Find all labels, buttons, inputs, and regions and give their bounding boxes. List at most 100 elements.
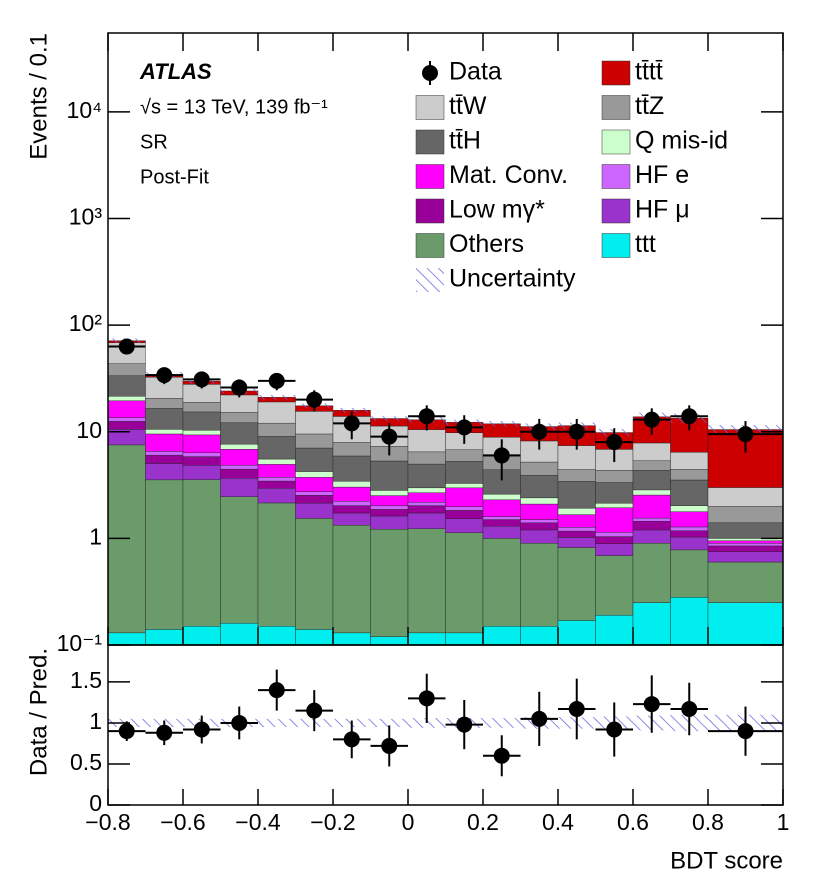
stack-segment	[482, 519, 521, 527]
stack-segment	[407, 528, 446, 634]
stack-segment	[707, 551, 784, 563]
stack-segment	[407, 632, 446, 646]
legend-label: tt̄W	[449, 92, 487, 120]
stack-segment	[295, 447, 334, 472]
data-point	[568, 423, 585, 440]
stack-segment	[482, 526, 521, 539]
stack-segment	[332, 505, 371, 514]
stack-segment	[707, 561, 784, 603]
ratio-point	[456, 716, 473, 733]
data-point	[737, 426, 754, 443]
ratio-y-tick-label: 1.5	[70, 667, 102, 693]
stack-segment	[557, 507, 596, 515]
data-point	[343, 415, 360, 432]
stack-segment	[632, 543, 671, 603]
data-point	[643, 411, 660, 428]
atlas-label: ATLAS	[139, 59, 212, 84]
stack-segment	[520, 475, 559, 499]
stack-segment	[182, 479, 221, 627]
x-tick-label: 0	[402, 809, 415, 835]
stack-segment	[445, 518, 484, 533]
stack-segment	[670, 505, 709, 512]
stack-segment	[332, 512, 371, 526]
stack-segment	[407, 451, 446, 465]
x-axis-label: BDT score	[670, 847, 783, 874]
stack-segment	[295, 477, 334, 492]
stack-segment	[632, 442, 671, 461]
stack-segment	[182, 434, 221, 454]
stack-segment	[370, 495, 409, 507]
ratio-point	[118, 723, 135, 740]
stack-segment	[295, 495, 334, 504]
stack-segment	[107, 396, 146, 401]
legend-swatch	[601, 164, 631, 189]
stack-segment	[145, 408, 184, 430]
stack-segment	[520, 503, 559, 520]
stack-segment	[520, 522, 559, 531]
stack-segment	[520, 519, 559, 524]
stack-segment	[257, 476, 296, 482]
legend-label: Uncertainty	[449, 265, 576, 293]
uncertainty-band	[370, 416, 408, 421]
stack-segment	[670, 479, 709, 506]
ratio-y-tick-label: 0	[89, 790, 102, 816]
stack-segment	[145, 451, 184, 456]
stack-segment	[370, 490, 409, 496]
stack-segment	[482, 499, 521, 517]
data-point	[418, 408, 435, 425]
legend-label: tt̄H	[449, 127, 481, 155]
stack-segment	[670, 597, 709, 646]
data-point	[531, 423, 548, 440]
stack-segment	[482, 493, 521, 501]
stack-segment	[707, 545, 784, 552]
data-point	[681, 408, 698, 425]
legend-swatch	[601, 233, 631, 258]
x-tick-label: −0.4	[235, 809, 281, 835]
stack-segment	[182, 402, 221, 413]
legend-swatch	[415, 129, 445, 155]
stack-segment	[595, 507, 634, 533]
stack-segment	[632, 520, 671, 531]
ratio-point	[643, 696, 660, 713]
data-point	[493, 447, 510, 464]
stack-segment	[145, 629, 184, 646]
stack-segment	[520, 626, 559, 646]
stack-segment	[595, 555, 634, 616]
stack-segment	[107, 363, 146, 376]
stack-segment	[257, 422, 296, 437]
data-point	[381, 428, 398, 445]
stack-segment	[632, 489, 671, 496]
region-label: SR	[140, 131, 168, 153]
stack-segment	[557, 547, 596, 621]
data-point	[118, 338, 135, 355]
legend-label: Q mis-id	[635, 127, 728, 155]
stack-segment	[445, 449, 484, 462]
stack-segment	[182, 429, 221, 436]
x-tick-label: −0.8	[85, 809, 130, 835]
legend-label: HF e	[635, 161, 689, 189]
stack-segment	[482, 538, 521, 627]
stack-segment	[257, 401, 296, 424]
ratio-point	[606, 721, 623, 738]
stack-segment	[295, 629, 334, 646]
stack-segment	[295, 471, 334, 478]
y-tick-label: 10³	[69, 204, 103, 230]
stack-segment	[182, 456, 221, 466]
ratio-point	[268, 682, 285, 699]
stack-segment	[370, 515, 409, 530]
stack-segment	[220, 464, 259, 470]
legend-label: Low mγ*	[449, 196, 545, 224]
ratio-point	[381, 737, 398, 754]
stack-segment	[370, 505, 409, 510]
legend-swatch	[415, 198, 445, 224]
stack-segment	[707, 506, 784, 524]
ratio-frame	[107, 644, 784, 806]
legend-swatch	[415, 95, 445, 120]
stack-segment	[595, 543, 634, 556]
stack-segment	[707, 540, 784, 544]
stack-segment	[670, 511, 709, 528]
uncertainty-band	[258, 395, 296, 400]
stack-segment	[332, 442, 371, 457]
ratio-uncertainty-band	[258, 718, 296, 728]
